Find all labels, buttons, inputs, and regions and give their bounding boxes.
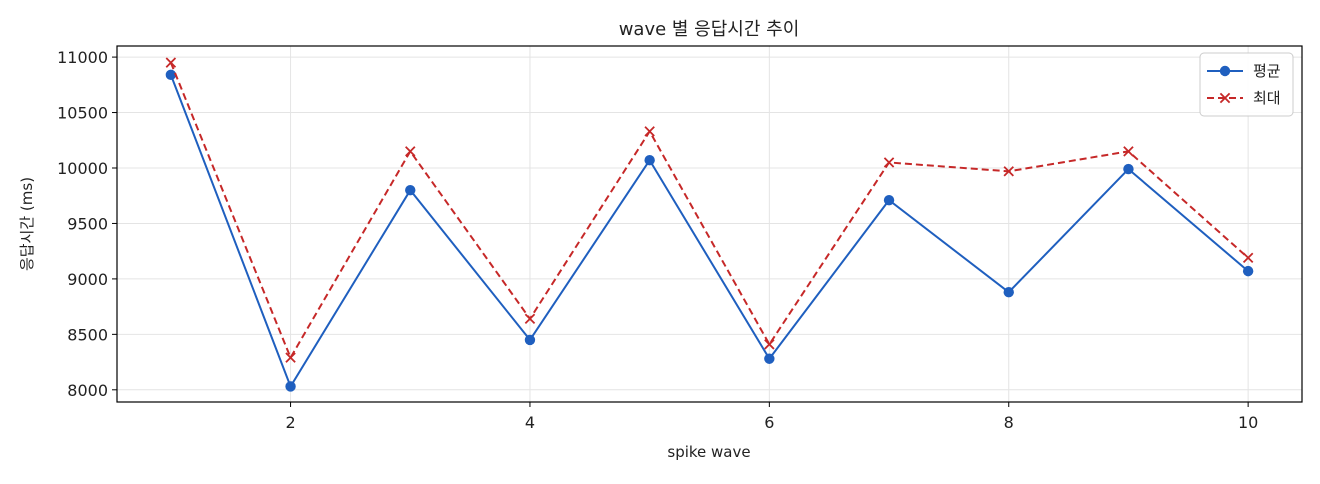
- legend-item: 평균: [1207, 62, 1281, 80]
- y-tick-label: 8500: [67, 325, 108, 344]
- marker-stroke: [524, 313, 536, 325]
- marker-stroke: [764, 339, 775, 350]
- y-tick-label: 8000: [67, 381, 108, 400]
- x-tick-label: 8: [1004, 413, 1014, 432]
- data-point: [285, 352, 296, 363]
- data-point: [1123, 163, 1134, 175]
- legend-label: 최대: [1253, 89, 1281, 107]
- data-point: [764, 339, 775, 350]
- marker-stroke: [1219, 92, 1231, 104]
- plot-area: [116, 45, 1303, 403]
- marker-stroke: [1123, 146, 1134, 157]
- x-tick-label: 2: [285, 413, 295, 432]
- data-point: [165, 69, 177, 81]
- data-point: [524, 334, 536, 346]
- data-point: [405, 184, 416, 196]
- marker-stroke: [883, 157, 895, 168]
- series-line: [169, 74, 1249, 388]
- y-axis-label: 응답시간 (ms): [18, 177, 36, 271]
- legend-label: 평균: [1253, 62, 1281, 80]
- data-point: [1242, 265, 1254, 277]
- marker-stroke: [1003, 166, 1014, 177]
- marker-stroke: [405, 146, 416, 157]
- data-point: [165, 57, 177, 68]
- data-point: [883, 194, 895, 206]
- y-tick-label: 9500: [67, 214, 108, 233]
- series-2: [165, 57, 1254, 363]
- data-point: [1242, 252, 1254, 264]
- marker-stroke: [644, 126, 655, 137]
- marker-stroke: [285, 352, 296, 363]
- axis-ticks: 2 4 6 8 10 8000 8500 9000 9500 10000 10500 11000: [57, 48, 1258, 432]
- x-tick-label: 4: [525, 413, 535, 432]
- data-point: [883, 157, 895, 168]
- legend-marker: [1219, 92, 1231, 104]
- legend-item: 최대: [1207, 89, 1281, 107]
- data-point: [285, 381, 296, 392]
- data-point: [405, 146, 416, 157]
- data-point: [1003, 166, 1014, 177]
- y-tick-label: 9000: [67, 270, 108, 289]
- marker-stroke: [165, 57, 177, 68]
- y-tick-label: 10500: [57, 104, 108, 123]
- legend-marker: [1219, 65, 1231, 77]
- x-axis-label: spike wave: [667, 443, 750, 461]
- series-lines: [165, 57, 1254, 392]
- chart-title: wave 별 응답시간 추이: [619, 19, 800, 40]
- data-point: [764, 353, 775, 364]
- x-tick-label: 6: [764, 413, 774, 432]
- data-point: [644, 126, 655, 137]
- data-point: [524, 313, 536, 325]
- data-point: [1123, 146, 1134, 157]
- grid: [117, 46, 1302, 402]
- data-point: [1003, 287, 1014, 298]
- y-tick-label: 10000: [57, 159, 108, 178]
- series-line: [169, 62, 1249, 359]
- series-1: [165, 69, 1254, 392]
- marker-stroke: [1242, 252, 1254, 264]
- y-tick-label: 11000: [57, 48, 108, 67]
- x-tick-label: 10: [1238, 413, 1258, 432]
- data-point: [644, 155, 655, 166]
